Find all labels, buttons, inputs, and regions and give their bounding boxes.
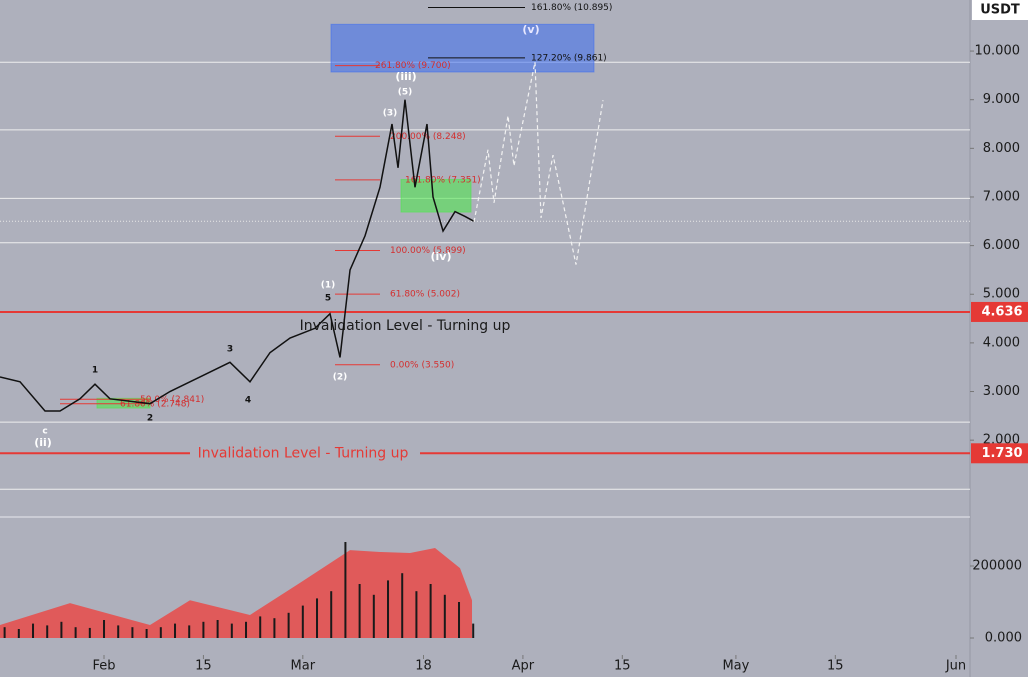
volume-bar <box>188 625 191 639</box>
invalidation-text: Invalidation Level - Turning up <box>198 445 409 461</box>
fib-label: 261.80% (9.700) <box>375 61 451 71</box>
volume-bar <box>117 625 120 639</box>
volume-bar <box>273 618 276 639</box>
volume-bar <box>46 625 49 639</box>
volume-bar <box>301 605 304 639</box>
wave-label: (iii) <box>395 70 416 83</box>
y-tick-label: 6.000 <box>983 238 1020 253</box>
volume-tick-label: 200000 <box>972 559 1022 574</box>
y-tick-label: 10.000 <box>975 44 1021 59</box>
volume-bar <box>131 627 134 639</box>
volume-bar <box>17 629 20 639</box>
x-tick-label: Jun <box>945 659 966 674</box>
volume-bar <box>372 594 375 639</box>
volume-bar <box>387 580 390 639</box>
wave-label: 1 <box>92 366 98 376</box>
volume-bar <box>60 621 63 639</box>
volume-bar <box>458 602 461 639</box>
volume-bar <box>230 623 233 639</box>
volume-bar <box>429 584 432 639</box>
volume-bar <box>415 591 418 639</box>
x-tick-label: 18 <box>415 659 432 674</box>
projection-line <box>473 62 604 265</box>
volume-bar <box>287 612 290 639</box>
currency-box <box>972 0 1028 20</box>
volume-bar <box>344 541 347 639</box>
wave-label: 3 <box>227 345 233 355</box>
wave-label: (1) <box>321 281 336 291</box>
y-tick-label: 8.000 <box>983 141 1020 156</box>
wave-label: (2) <box>333 373 348 383</box>
volume-bar <box>401 573 404 639</box>
x-tick-label: 15 <box>195 659 212 674</box>
fib-label: 50.0% (2.841) <box>140 395 204 405</box>
volume-bar <box>245 621 248 639</box>
wave-label: c <box>42 427 47 437</box>
x-tick-label: Feb <box>92 659 115 674</box>
price-tag <box>971 301 1028 322</box>
x-tick-label: Mar <box>291 659 316 674</box>
price-tag <box>971 443 1028 464</box>
volume-bar <box>159 627 162 639</box>
volume-bar <box>3 627 6 639</box>
y-tick-label: 4.000 <box>983 335 1020 350</box>
volume-bar <box>316 598 319 639</box>
fib-label: 161.80% (10.895) <box>531 3 612 13</box>
x-tick-label: 15 <box>827 659 844 674</box>
volume-bar <box>443 594 446 639</box>
volume-bar <box>358 584 361 639</box>
fib-label: 61.80% (2.748) <box>120 399 190 409</box>
volume-bar <box>88 627 91 639</box>
x-tick-label: Apr <box>512 659 535 674</box>
volume-bar <box>259 616 262 639</box>
volume-bar <box>32 623 35 639</box>
fib-label: 0.00% (3.550) <box>390 360 454 370</box>
y-tick-label: 7.000 <box>983 189 1020 204</box>
fib-label: 61.80% (5.002) <box>390 290 460 300</box>
wave-label: (iv) <box>431 250 452 263</box>
wave-label: 2 <box>147 414 153 424</box>
zone <box>330 23 595 73</box>
volume-bar <box>103 620 106 639</box>
volume-bar <box>74 627 77 639</box>
x-tick-label: 15 <box>614 659 631 674</box>
y-tick-label: 9.000 <box>983 92 1020 107</box>
price-tag-label: 1.730 <box>981 446 1022 461</box>
currency: USDT <box>980 3 1020 18</box>
wave-label: (ii) <box>34 436 52 449</box>
price-line <box>0 99 475 412</box>
y-tick-label: 5.000 <box>983 287 1020 302</box>
wave-label: (3) <box>383 109 398 119</box>
wave-label: (5) <box>398 88 413 98</box>
volume-bar <box>145 629 148 639</box>
price-tag-label: 4.636 <box>981 304 1022 319</box>
fib-label: 100.00% (5.899) <box>390 246 466 256</box>
volume-bar <box>330 591 333 639</box>
volume-tick-label: 0.000 <box>985 631 1022 646</box>
volume-band <box>0 548 473 639</box>
wave-label: 5 <box>325 294 331 304</box>
volume-bar <box>472 623 475 639</box>
invalidation-text: Invalidation Level - Turning up <box>300 318 511 334</box>
fib-label: 127.20% (9.861) <box>531 53 607 63</box>
y-tick-label: 3.000 <box>983 384 1020 399</box>
wave-label: 4 <box>245 396 251 406</box>
wave-label: (v) <box>522 23 539 36</box>
x-tick-label: May <box>722 659 749 674</box>
label-bg <box>190 444 420 463</box>
volume-bar <box>202 621 205 639</box>
volume-bar <box>216 620 219 639</box>
volume-bar <box>174 623 177 639</box>
fib-label: 161.80% (7.351) <box>405 175 481 185</box>
